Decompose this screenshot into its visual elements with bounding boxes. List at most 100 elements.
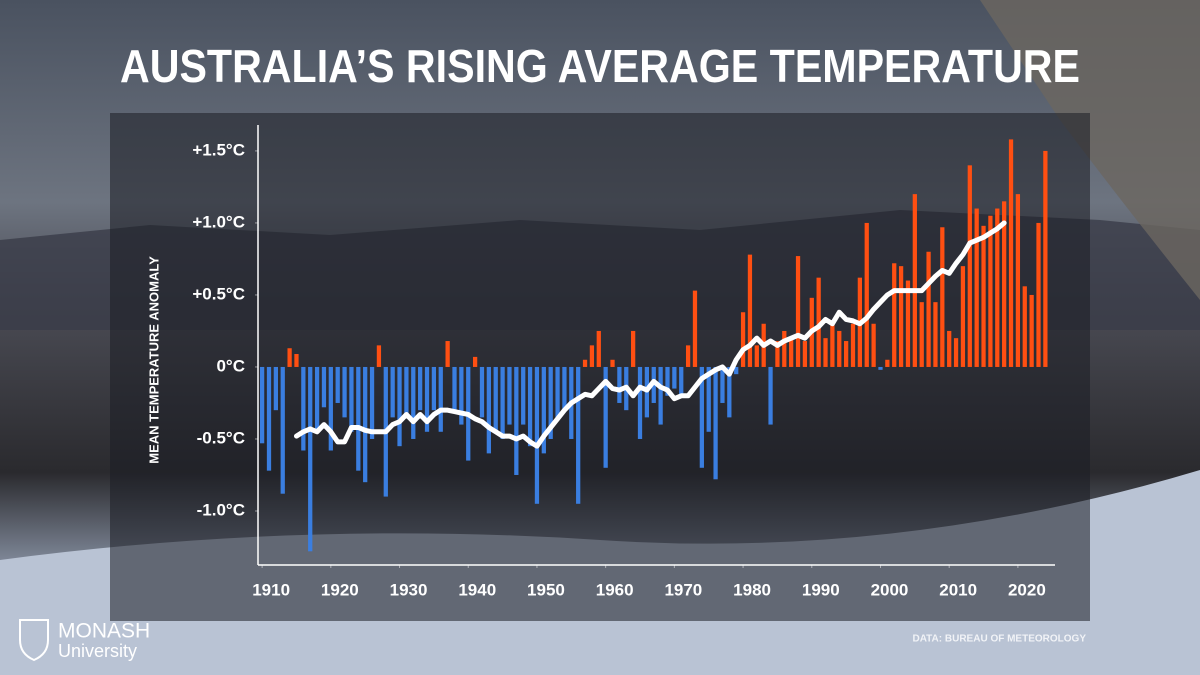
bar	[1029, 294, 1034, 367]
bar	[617, 366, 622, 403]
bar	[548, 366, 553, 439]
bar	[713, 366, 718, 480]
bar	[314, 366, 320, 432]
y-tick-label: -0.5°C	[197, 428, 245, 447]
bar	[589, 345, 595, 367]
chart-title: AUSTRALIA’S RISING AVERAGE TEMPERATURE	[120, 40, 1080, 92]
bar	[988, 215, 993, 367]
bar	[885, 359, 890, 367]
bar	[823, 338, 828, 367]
bar	[1022, 286, 1027, 367]
bar	[637, 366, 643, 439]
trend-line	[293, 220, 1007, 449]
bar	[905, 280, 911, 367]
bar	[1002, 201, 1007, 367]
bar	[342, 366, 347, 418]
bar	[610, 359, 615, 367]
logo: MONASH University	[19, 619, 150, 662]
x-tick-label: 1950	[527, 580, 565, 599]
source-note: DATA: BUREAU OF METEOROLOGY	[912, 634, 1086, 645]
x-tick-label: 2000	[871, 580, 909, 599]
bar	[287, 348, 292, 367]
bar	[727, 366, 732, 418]
bar	[692, 290, 698, 367]
bar	[830, 323, 835, 367]
bar	[816, 277, 821, 367]
bar	[445, 341, 450, 367]
y-tick-label: -1.0°C	[197, 500, 245, 519]
x-tick-label: 1920	[321, 580, 359, 599]
bar	[981, 225, 986, 367]
logo-subtitle: University	[58, 641, 137, 661]
y-axis-label: MEAN TEMPERATURE ANOMALY	[146, 256, 161, 464]
bar	[699, 366, 704, 468]
bar	[679, 366, 684, 396]
bar	[967, 165, 972, 367]
bar	[878, 366, 883, 370]
bar	[795, 256, 801, 367]
bar	[507, 366, 512, 425]
bar	[527, 366, 533, 447]
bar	[259, 366, 265, 444]
bar	[486, 366, 491, 454]
bar	[974, 208, 979, 367]
bar	[472, 356, 478, 367]
bar	[273, 366, 278, 411]
y-tick-label: 0°C	[216, 356, 245, 375]
x-tick-label: 1940	[458, 580, 496, 599]
bar	[541, 366, 546, 454]
bar	[1036, 222, 1041, 367]
bar	[685, 345, 691, 367]
bar	[452, 366, 457, 411]
bar	[424, 366, 430, 432]
bar	[926, 251, 931, 367]
bar	[431, 366, 437, 411]
bar	[335, 366, 340, 403]
bar	[376, 345, 382, 367]
bar	[947, 330, 952, 367]
logo-shield	[19, 619, 49, 662]
bar	[328, 366, 333, 451]
bar	[995, 208, 1000, 367]
bar	[850, 323, 856, 367]
y-tick-label: +1.5°C	[192, 140, 245, 159]
x-tick-label: 1990	[802, 580, 840, 599]
bar	[280, 366, 285, 494]
x-tick-label: 1960	[596, 580, 634, 599]
bar	[775, 341, 780, 367]
bar	[940, 227, 945, 367]
bar	[706, 366, 711, 432]
bar	[356, 366, 361, 471]
x-tick-label: 1970	[664, 580, 702, 599]
bar	[953, 338, 959, 367]
bar	[369, 366, 375, 439]
x-tick-label: 2010	[939, 580, 977, 599]
bar	[892, 263, 897, 367]
bar	[404, 366, 409, 418]
bar	[672, 366, 677, 389]
bar	[720, 366, 725, 403]
bar	[844, 341, 849, 367]
bar	[308, 366, 313, 552]
bar	[562, 366, 567, 411]
bar	[576, 366, 581, 504]
bar	[411, 366, 416, 439]
bar	[768, 366, 773, 425]
chart-panel	[110, 113, 1090, 621]
bar	[740, 312, 746, 367]
bar	[321, 366, 327, 408]
x-tick-label: 1910	[252, 580, 290, 599]
bar	[1008, 139, 1014, 367]
bar	[363, 366, 368, 483]
bar	[397, 366, 402, 447]
bar	[782, 330, 787, 367]
bar	[521, 366, 526, 425]
bar	[960, 266, 966, 367]
x-tick-label: 1930	[390, 580, 428, 599]
bar	[747, 254, 753, 367]
bar	[912, 194, 917, 367]
bar	[933, 302, 938, 367]
bar	[493, 366, 498, 432]
bar	[555, 366, 560, 418]
